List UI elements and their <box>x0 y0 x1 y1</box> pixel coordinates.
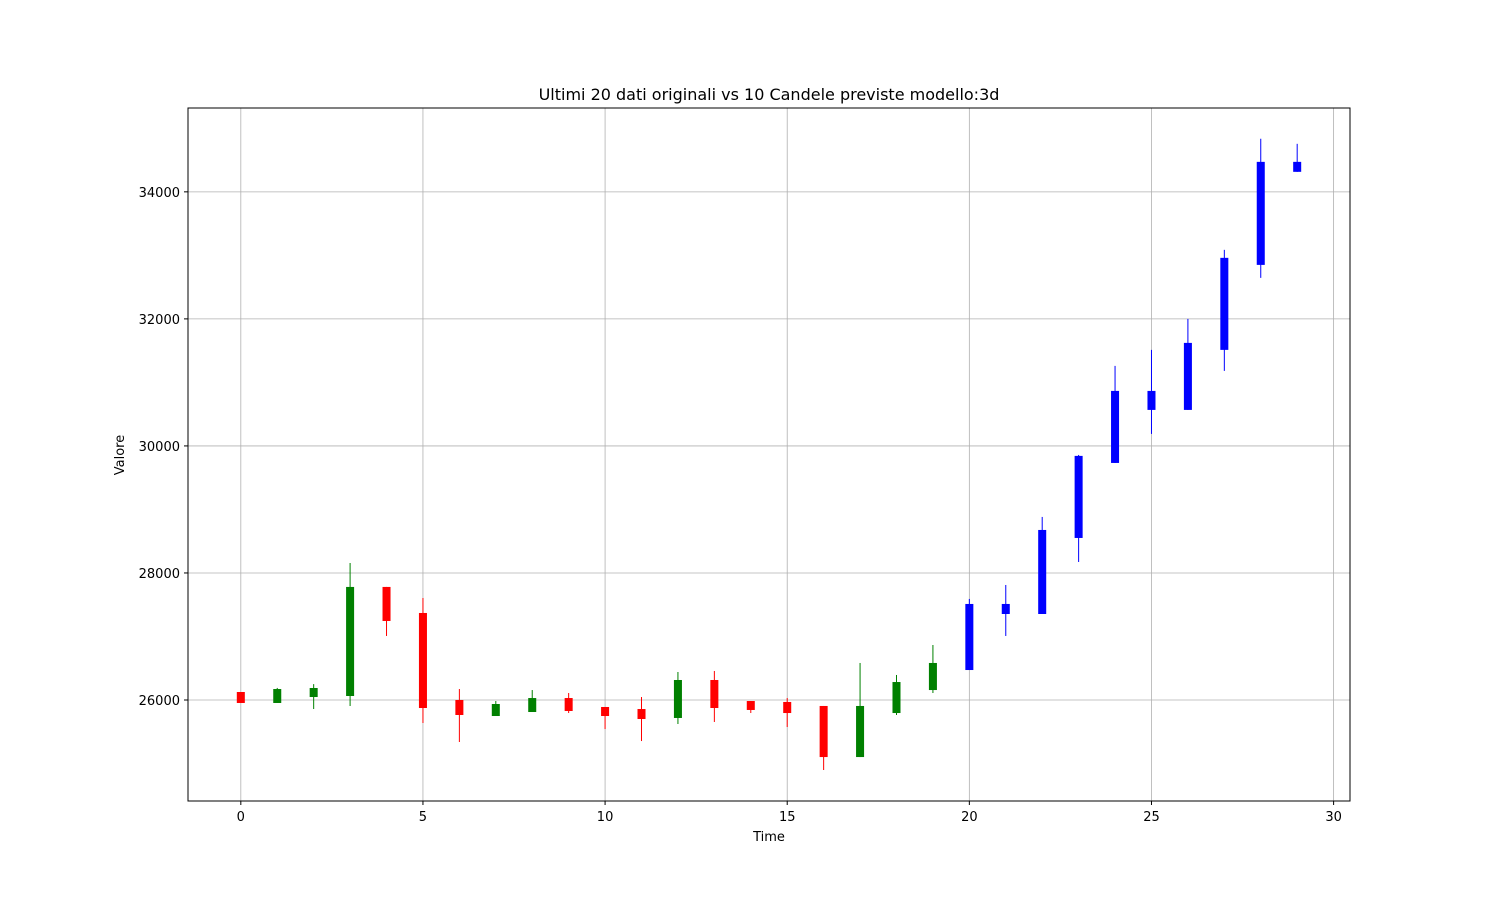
candle-body <box>346 586 355 697</box>
candle-body <box>928 662 937 691</box>
candle-body <box>746 701 755 710</box>
y-tick-label: 32000 <box>139 313 180 328</box>
x-tick-label: 15 <box>779 810 796 825</box>
candle-body <box>673 679 682 718</box>
candle-body <box>601 706 610 717</box>
candle-body <box>1038 529 1047 614</box>
x-tick-label: 25 <box>1143 810 1160 825</box>
candle-body <box>1293 161 1302 172</box>
y-tick-label: 34000 <box>139 186 180 201</box>
candle-body <box>1183 342 1192 410</box>
candle-body <box>819 705 828 758</box>
y-tick-label: 26000 <box>139 694 180 709</box>
candle-body <box>856 705 865 758</box>
candle-body <box>309 687 318 698</box>
candle-body <box>1256 161 1265 265</box>
candle-body <box>1111 390 1120 463</box>
candle-body <box>382 586 391 621</box>
x-tick-label: 10 <box>597 810 614 825</box>
candle-body <box>418 612 427 709</box>
chart-title: Ultimi 20 dati originali vs 10 Candele p… <box>539 85 1000 104</box>
candle-body <box>236 692 245 703</box>
candle-body <box>564 698 573 711</box>
x-tick-label: 20 <box>961 810 978 825</box>
x-tick-label: 0 <box>237 810 245 825</box>
candle-body <box>491 704 500 717</box>
candle-body <box>528 698 537 713</box>
y-tick-label: 28000 <box>139 567 180 582</box>
candle-body <box>1001 603 1010 614</box>
x-axis-label: Time <box>752 830 785 845</box>
plot-frame <box>187 107 1351 802</box>
candle-body <box>1147 390 1156 410</box>
y-axis-label: Valore <box>113 435 128 475</box>
candle-body <box>273 689 282 703</box>
candle-body <box>965 603 974 671</box>
x-tick-label: 5 <box>419 810 427 825</box>
candle-body <box>710 679 719 709</box>
x-tick-label: 30 <box>1325 810 1342 825</box>
candle-body <box>783 701 792 714</box>
candle-body <box>455 700 464 715</box>
candle-body <box>1074 455 1083 538</box>
y-tick-label: 30000 <box>139 440 180 455</box>
candle-body <box>637 709 646 719</box>
candle-body <box>892 682 901 714</box>
candle-body <box>1220 257 1229 350</box>
